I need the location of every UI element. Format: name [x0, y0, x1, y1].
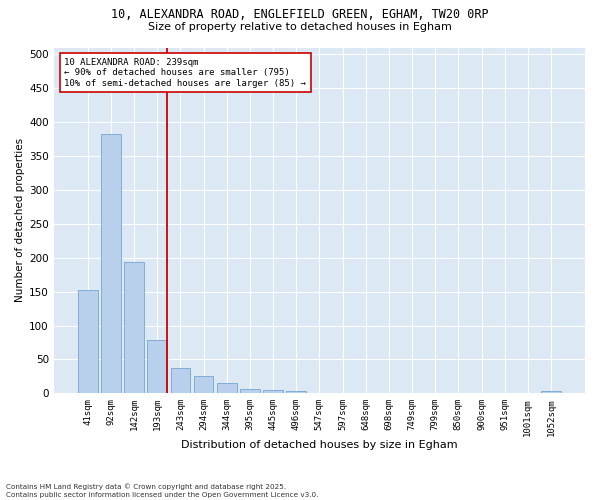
X-axis label: Distribution of detached houses by size in Egham: Distribution of detached houses by size … [181, 440, 458, 450]
Bar [101, 134, 121, 394]
Text: 10, ALEXANDRA ROAD, ENGLEFIELD GREEN, EGHAM, TW20 0RP: 10, ALEXANDRA ROAD, ENGLEFIELD GREEN, EG… [111, 8, 489, 20]
Bar [170, 368, 190, 394]
Bar [541, 392, 561, 394]
Text: Contains HM Land Registry data © Crown copyright and database right 2025.
Contai: Contains HM Land Registry data © Crown c… [6, 484, 319, 498]
Bar [263, 390, 283, 394]
Bar [194, 376, 214, 394]
Text: Size of property relative to detached houses in Egham: Size of property relative to detached ho… [148, 22, 452, 32]
Bar [78, 290, 98, 394]
Bar [124, 262, 144, 394]
Bar [286, 390, 306, 394]
Text: 10 ALEXANDRA ROAD: 239sqm
← 90% of detached houses are smaller (795)
10% of semi: 10 ALEXANDRA ROAD: 239sqm ← 90% of detac… [64, 58, 306, 88]
Bar [240, 390, 260, 394]
Bar [217, 383, 236, 394]
Bar [148, 340, 167, 394]
Y-axis label: Number of detached properties: Number of detached properties [15, 138, 25, 302]
